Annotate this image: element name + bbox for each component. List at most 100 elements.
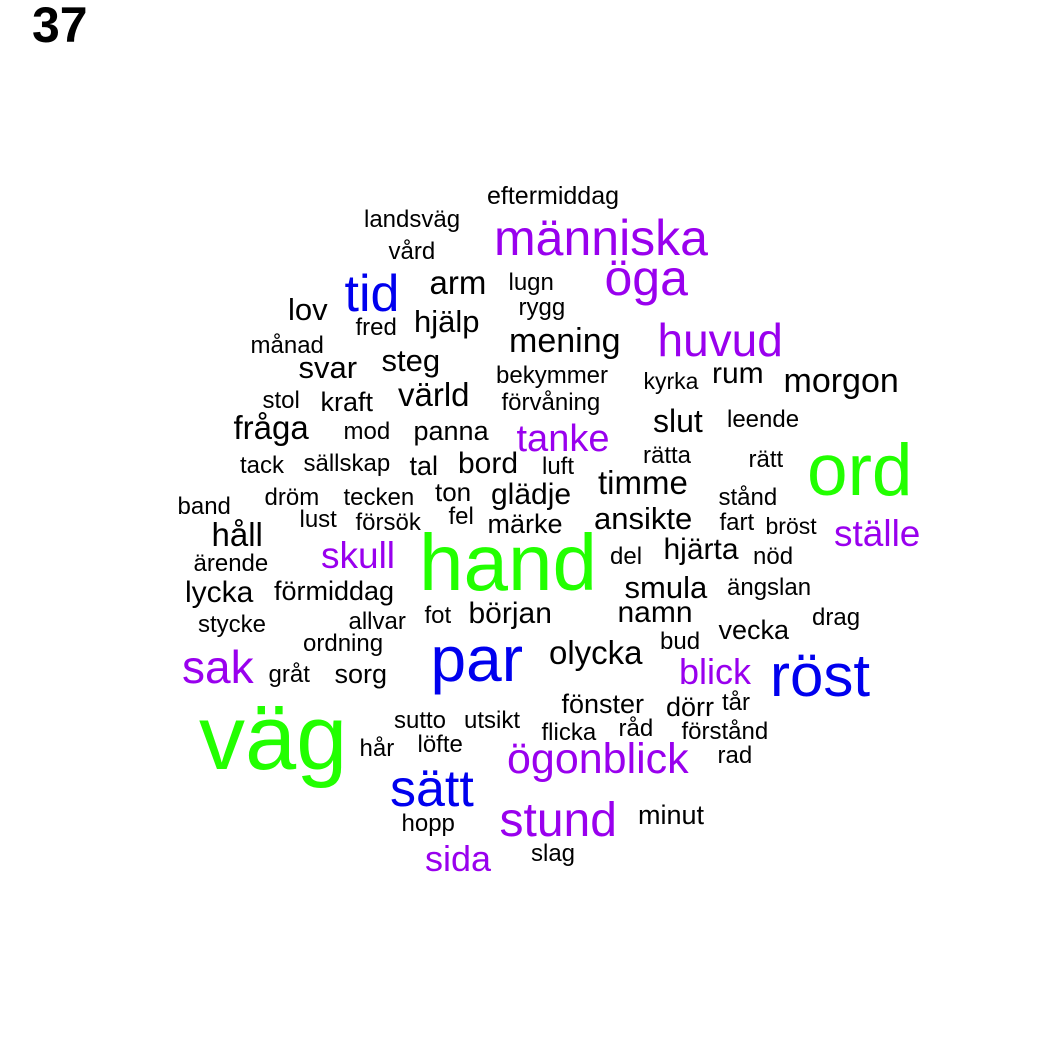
- word-drag: drag: [812, 604, 861, 632]
- word-stånd: stånd: [718, 484, 778, 512]
- word-fönster: fönster: [561, 688, 645, 719]
- word-tecken: tecken: [343, 484, 415, 512]
- word-nöd: nöd: [753, 543, 794, 571]
- word-sällskap: sällskap: [303, 450, 391, 478]
- word-fred: fred: [355, 314, 397, 342]
- word-vård: vård: [388, 238, 436, 266]
- word-väg: väg: [199, 687, 348, 790]
- word-mod: mod: [343, 418, 391, 446]
- word-kyrka: kyrka: [643, 368, 699, 395]
- word-sorg: sorg: [334, 658, 388, 689]
- word-löfte: löfte: [417, 731, 463, 759]
- word-rygg: rygg: [518, 294, 566, 322]
- word-flicka: flicka: [541, 719, 597, 747]
- word-svar: svar: [298, 350, 358, 386]
- word-människa: människa: [494, 210, 708, 266]
- word-öga: öga: [604, 250, 688, 306]
- word-ordning: ordning: [303, 630, 384, 658]
- word-par: par: [430, 623, 524, 696]
- word-olycka: olycka: [549, 634, 643, 672]
- word-sutto: sutto: [394, 707, 447, 735]
- word-utsikt: utsikt: [464, 707, 521, 735]
- word-del: del: [610, 543, 643, 571]
- word-gråt: gråt: [268, 661, 310, 689]
- word-lust: lust: [299, 506, 337, 534]
- word-minut: minut: [638, 799, 705, 830]
- word-tanke: tanke: [516, 417, 610, 460]
- word-fel: fel: [448, 503, 474, 531]
- word-tal: tal: [409, 450, 439, 481]
- word-rätta: rätta: [643, 442, 692, 470]
- word-dörr: dörr: [666, 691, 715, 722]
- word-stycke: stycke: [198, 611, 267, 639]
- word-ängslan: ängslan: [727, 574, 812, 602]
- word-blick: blick: [679, 650, 752, 692]
- word-lugn: lugn: [508, 269, 554, 297]
- word-håll: håll: [211, 516, 263, 554]
- word-dröm: dröm: [264, 484, 320, 512]
- word-märke: märke: [487, 508, 563, 539]
- word-hår: hår: [359, 735, 395, 763]
- word-stol: stol: [262, 387, 300, 415]
- word-råd: råd: [618, 715, 654, 743]
- word-ögonblick: ögonblick: [507, 735, 689, 784]
- word-sida: sida: [425, 837, 492, 879]
- word-glädje: glädje: [491, 478, 572, 511]
- word-ord: ord: [807, 430, 913, 512]
- word-lov: lov: [288, 292, 328, 328]
- word-bud: bud: [660, 628, 701, 656]
- word-sätt: sätt: [390, 760, 474, 819]
- word-luft: luft: [542, 453, 575, 481]
- word-mening: mening: [509, 322, 621, 361]
- word-allvar: allvar: [348, 608, 406, 636]
- word-panna: panna: [413, 415, 489, 446]
- word-huvud: huvud: [657, 313, 783, 366]
- word-morgon: morgon: [783, 362, 899, 401]
- word-vecka: vecka: [718, 614, 790, 645]
- word-slut: slut: [653, 403, 703, 440]
- word-fråga: fråga: [233, 409, 309, 447]
- word-rätt: rätt: [748, 446, 784, 474]
- word-förvåning: förvåning: [501, 389, 601, 417]
- word-ställe: ställe: [834, 512, 921, 554]
- word-fot: fot: [424, 602, 452, 630]
- word-kraft: kraft: [320, 386, 374, 417]
- word-namn: namn: [617, 596, 693, 629]
- word-tack: tack: [240, 452, 285, 480]
- word-lycka: lycka: [185, 576, 254, 609]
- word-stund: stund: [499, 793, 617, 847]
- word-fart: fart: [719, 509, 755, 537]
- word-hjärta: hjärta: [663, 533, 739, 566]
- word-arm: arm: [429, 264, 487, 302]
- word-månad: månad: [250, 332, 324, 360]
- page-number: 37: [32, 0, 88, 53]
- word-hand: hand: [419, 518, 597, 607]
- word-bröst: bröst: [765, 513, 817, 540]
- word-röst: röst: [770, 642, 871, 709]
- word-ärende: ärende: [193, 550, 269, 578]
- word-slag: slag: [531, 840, 576, 868]
- word-värld: värld: [398, 376, 470, 414]
- word-skull: skull: [321, 534, 396, 576]
- word-steg: steg: [381, 343, 441, 379]
- word-början: början: [468, 597, 552, 630]
- word-rad: rad: [717, 742, 753, 770]
- word-sak: sak: [182, 640, 254, 693]
- word-hopp: hopp: [401, 810, 455, 838]
- word-tid: tid: [344, 265, 400, 324]
- word-smula: smula: [624, 570, 708, 606]
- word-ansikte: ansikte: [594, 501, 693, 537]
- word-landsväg: landsväg: [364, 206, 461, 234]
- word-förstånd: förstånd: [681, 718, 769, 746]
- word-bord: bord: [458, 447, 519, 480]
- word-rum: rum: [712, 357, 764, 390]
- word-timme: timme: [598, 464, 688, 502]
- word-försök: försök: [355, 509, 421, 537]
- word-förmiddag: förmiddag: [274, 575, 395, 606]
- word-leende: leende: [727, 406, 800, 434]
- word-hjälp: hjälp: [414, 304, 480, 340]
- word-eftermiddag: eftermiddag: [487, 181, 620, 210]
- word-tår: tår: [722, 689, 751, 717]
- word-band: band: [177, 493, 231, 521]
